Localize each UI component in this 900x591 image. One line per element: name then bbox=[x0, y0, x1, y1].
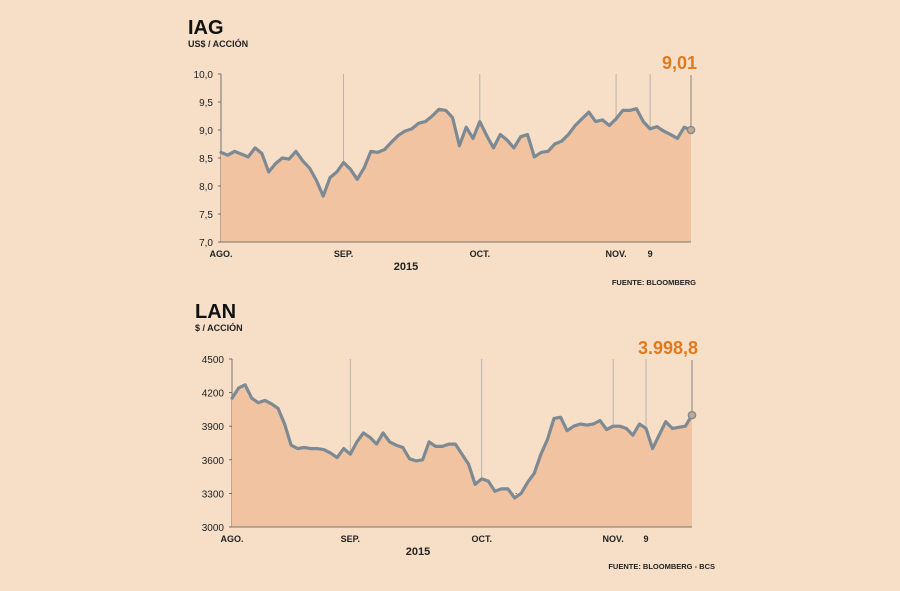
iag-title: IAG bbox=[188, 17, 224, 39]
iag-last-value-marker bbox=[686, 125, 696, 135]
iag-y-tick-label: 9,5 bbox=[199, 98, 213, 109]
lan-x-tick-label: AGO. bbox=[220, 534, 243, 544]
iag-y-tick-label: 9,0 bbox=[199, 126, 213, 137]
iag-y-tick-label: 10,0 bbox=[194, 70, 214, 81]
iag-year-label: 2015 bbox=[394, 261, 418, 273]
iag-y-tick-label: 7,0 bbox=[199, 238, 213, 249]
iag-chart: IAG US$ / ACCIÓN 10,09,59,08,58,07,57,0 … bbox=[188, 17, 697, 287]
iag-last-value-label: 9,01 bbox=[662, 53, 697, 73]
lan-y-tick-label: 4200 bbox=[202, 389, 225, 400]
lan-y-tick-label: 3000 bbox=[202, 523, 225, 534]
lan-y-axis: 4500 4200 3900 3600 3300 3000 bbox=[202, 355, 233, 534]
iag-unit-label: US$ / ACCIÓN bbox=[188, 38, 248, 49]
iag-y-axis: 10,0 9,5 9,0 8,5 8,0 7,5 7,0 bbox=[194, 70, 222, 249]
iag-y-tick-label: 8,5 bbox=[199, 154, 213, 165]
lan-source-label: FUENTE: BLOOMBERG - BCS bbox=[608, 562, 715, 571]
lan-title: LAN bbox=[195, 301, 236, 323]
lan-unit-label: $ / ACCIÓN bbox=[195, 322, 243, 333]
iag-x-tick-label: AGO. bbox=[209, 249, 232, 259]
lan-last-value-marker bbox=[687, 410, 697, 420]
lan-y-tick-label: 3600 bbox=[202, 456, 225, 467]
lan-x-tick-label: 9 bbox=[643, 534, 648, 544]
iag-x-tick-label: NOV. bbox=[605, 249, 626, 259]
iag-x-tick-label: 9 bbox=[648, 249, 653, 259]
lan-y-tick-label: 3900 bbox=[202, 422, 225, 433]
lan-price-line bbox=[230, 383, 694, 500]
iag-source-label: FUENTE: BLOOMBERG bbox=[612, 278, 696, 287]
lan-x-axis: AGO. SEP. OCT. NOV. 9 bbox=[220, 526, 692, 544]
lan-last-value-label: 3.998,8 bbox=[638, 338, 698, 358]
iag-x-tick-label: SEP. bbox=[334, 249, 353, 259]
iag-y-tick-label: 8,0 bbox=[199, 182, 213, 193]
iag-x-tick-label: OCT. bbox=[470, 249, 491, 259]
iag-plot-area: 9,01 bbox=[219, 53, 697, 242]
lan-x-tick-label: OCT. bbox=[471, 534, 492, 544]
lan-x-tick-label: SEP. bbox=[341, 534, 360, 544]
iag-price-line bbox=[219, 107, 693, 198]
lan-plot-area: 3.998,8 bbox=[230, 338, 698, 527]
iag-x-axis: AGO. SEP. OCT. NOV. 9 bbox=[209, 241, 691, 259]
lan-y-tick-label: 4500 bbox=[202, 355, 225, 366]
lan-y-tick-label: 3300 bbox=[202, 489, 225, 500]
lan-chart: LAN $ / ACCIÓN 450042003900360033003000 … bbox=[195, 301, 715, 571]
lan-x-tick-label: NOV. bbox=[603, 534, 624, 544]
iag-y-tick-label: 7,5 bbox=[199, 210, 213, 221]
iag-area-fill bbox=[221, 108, 691, 242]
lan-year-label: 2015 bbox=[406, 546, 430, 558]
